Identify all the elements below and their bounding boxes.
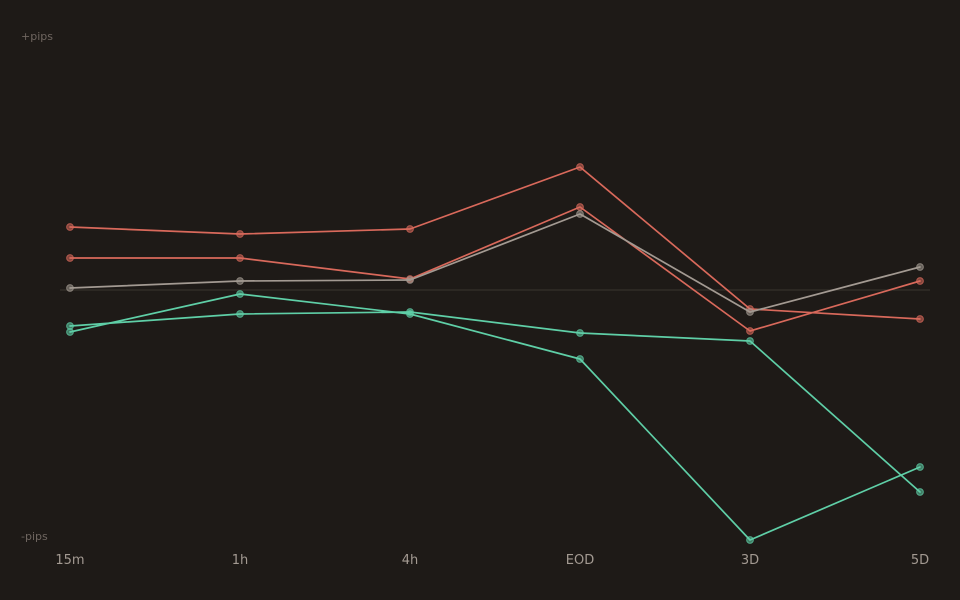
data-point[interactable] (746, 327, 754, 335)
data-point[interactable] (236, 310, 244, 318)
series-3 (66, 210, 924, 316)
series-line (69, 311, 921, 493)
data-point[interactable] (916, 315, 924, 323)
data-point[interactable] (746, 308, 754, 316)
data-point[interactable] (66, 223, 74, 231)
data-point[interactable] (236, 277, 244, 285)
data-point[interactable] (576, 355, 584, 363)
data-point[interactable] (576, 163, 584, 171)
data-point[interactable] (576, 210, 584, 218)
x-tick-label: EOD (566, 553, 594, 568)
x-tick-label: 4h (402, 553, 419, 568)
data-point[interactable] (916, 488, 924, 496)
series-line (69, 206, 921, 332)
data-point[interactable] (576, 203, 584, 211)
series-line (69, 213, 921, 313)
data-point[interactable] (236, 290, 244, 298)
x-tick-label: 5D (911, 553, 929, 568)
data-point[interactable] (406, 225, 414, 233)
data-point[interactable] (576, 329, 584, 337)
data-point[interactable] (66, 328, 74, 336)
y-axis-bottom-label: -pips (21, 530, 48, 543)
data-point[interactable] (916, 463, 924, 471)
x-tick-label: 15m (55, 553, 84, 568)
series-1 (66, 163, 924, 323)
data-point[interactable] (236, 254, 244, 262)
series-2 (66, 203, 924, 335)
data-point[interactable] (406, 310, 414, 318)
data-point[interactable] (746, 536, 754, 544)
data-point[interactable] (66, 254, 74, 262)
data-point[interactable] (916, 263, 924, 271)
data-point[interactable] (916, 277, 924, 285)
y-axis-top-label: +pips (21, 30, 53, 43)
series-5 (66, 290, 924, 544)
x-axis-tick-labels: 15m 1h 4h EOD 3D 5D (55, 553, 929, 568)
series-line (69, 293, 921, 541)
data-point[interactable] (406, 276, 414, 284)
x-tick-label: 1h (232, 553, 249, 568)
series-line (69, 166, 921, 320)
data-point[interactable] (746, 337, 754, 345)
data-point[interactable] (66, 284, 74, 292)
data-point[interactable] (236, 230, 244, 238)
x-tick-label: 3D (741, 553, 759, 568)
series-layer (66, 163, 924, 544)
